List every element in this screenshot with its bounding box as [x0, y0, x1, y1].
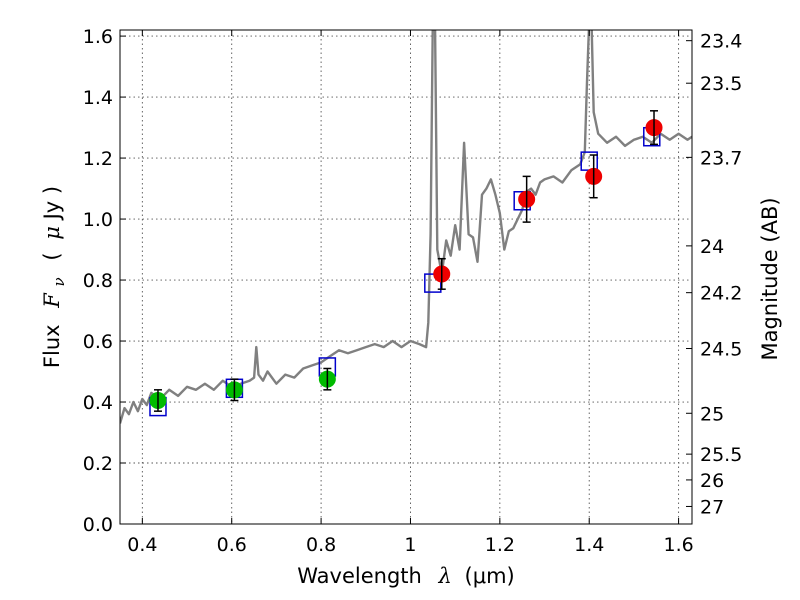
y-axis-title-symbol: F — [40, 292, 64, 309]
y2-tick-label: 26 — [700, 470, 724, 492]
y2-tick-label: 23.5 — [700, 73, 742, 95]
y2-tick-label: 24.5 — [700, 339, 742, 361]
x-tick-label: 0.8 — [306, 534, 336, 556]
plot-area — [120, 30, 692, 424]
y2-tick-label: 24 — [700, 236, 724, 258]
axis-ticks — [120, 30, 692, 525]
y-tick-label: 1.6 — [83, 26, 113, 48]
y-tick-label: 0.6 — [83, 331, 113, 353]
y-axis-title-unit-mu: μ — [40, 226, 64, 240]
y-axis-title: Flux F ν ( μ Jy ) — [40, 186, 69, 368]
y2-tick-label: 24.2 — [700, 283, 742, 305]
x-tick-label: 1.6 — [663, 534, 693, 556]
y-tick-label: 0.0 — [83, 514, 113, 536]
y-axis-title-unit-rest: Jy ) — [40, 186, 64, 222]
x-axis-title-symbol: λ — [438, 564, 452, 588]
y2-tick-label: 23.4 — [700, 31, 742, 53]
y-axis-title-text: Flux — [40, 324, 64, 368]
y2-axis-title: Magnitude (AB) — [758, 197, 782, 360]
x-axis-title-unit: (μm) — [465, 564, 515, 588]
x-axis-title-text: Wavelength — [297, 564, 422, 588]
y2-tick-label: 25.5 — [700, 444, 742, 466]
y-tick-label: 1.4 — [83, 87, 113, 109]
y-tick-label: 0.4 — [83, 392, 113, 414]
x-tick-label: 1.4 — [574, 534, 604, 556]
x-tick-label: 1 — [404, 534, 416, 556]
y2-tick-label: 27 — [700, 496, 724, 518]
y-tick-label: 0.2 — [83, 453, 113, 475]
x-tick-label: 1.2 — [485, 534, 515, 556]
x-axis-title: Wavelength λ (μm) — [297, 564, 514, 588]
y-tick-label: 1.0 — [83, 209, 113, 231]
y2-tick-label: 25 — [700, 403, 724, 425]
tick-labels: 0.4 0.6 0.8 1 1.2 1.4 1.6 0.0 0.2 0.4 0.6 0.8 1.0 1.2… — [83, 26, 743, 556]
model-band-square — [424, 273, 442, 293]
x-tick-label: 0.4 — [127, 534, 157, 556]
y-axis-title-subscript: ν — [50, 277, 68, 286]
y-tick-label: 1.2 — [83, 148, 113, 170]
plot-frame — [119, 29, 693, 525]
model-spectrum-line — [120, 30, 692, 424]
y-axis-title-unit-open: ( — [40, 252, 64, 260]
y-tick-label: 0.8 — [83, 270, 113, 292]
y2-tick-label: 23.7 — [700, 147, 742, 169]
x-tick-label: 0.6 — [217, 534, 247, 556]
